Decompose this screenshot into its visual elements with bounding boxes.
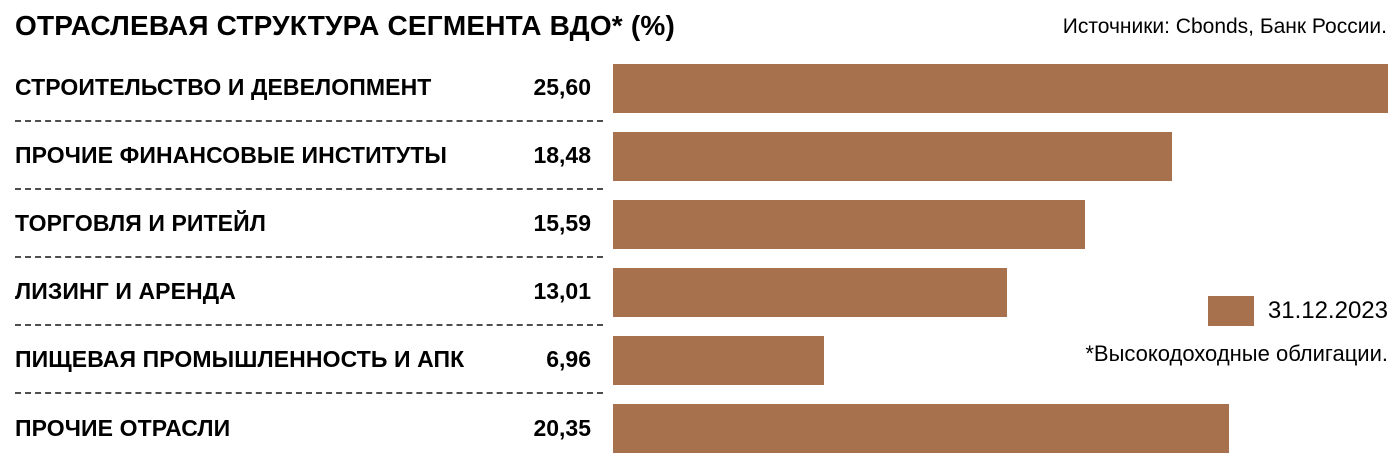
chart-rows: СТРОИТЕЛЬСТВО И ДЕВЕЛОПМЕНТ 25,60 ПРОЧИЕ Ф… [15, 54, 1388, 462]
legend: 31.12.2023 [1207, 296, 1388, 326]
bar [613, 63, 1388, 113]
legend-label: 31.12.2023 [1267, 297, 1388, 324]
category-label: ЛИЗИНГ И АРЕНДА [15, 277, 236, 304]
bar-area [603, 394, 1388, 462]
value-label: 13,01 [533, 277, 591, 304]
bar [613, 403, 1230, 453]
value-label: 20,35 [533, 414, 591, 441]
bar-area [603, 258, 1388, 326]
row-label-area: ПИЩЕВАЯ ПРОМЫШЛЕННОСТЬ И АПК 6,96 [15, 326, 603, 394]
chart-row: ПРОЧИЕ ОТРАСЛИ 20,35 [15, 394, 1388, 462]
category-label: ПРОЧИЕ ФИНАНСОВЫЕ ИНСТИТУТЫ [15, 141, 448, 168]
value-label: 25,60 [533, 73, 591, 100]
value-label: 15,59 [533, 209, 591, 236]
row-label-area: ЛИЗИНГ И АРЕНДА 13,01 [15, 258, 603, 326]
value-label: 6,96 [546, 345, 591, 372]
bar-area [603, 326, 1388, 394]
value-label: 18,48 [533, 141, 591, 168]
row-label-area: ПРОЧИЕ ФИНАНСОВЫЕ ИНСТИТУТЫ 18,48 [15, 122, 603, 190]
category-label: ПРОЧИЕ ОТРАСЛИ [15, 414, 231, 441]
category-label: СТРОИТЕЛЬСТВО И ДЕВЕЛОПМЕНТ [15, 73, 432, 100]
chart-row: СТРОИТЕЛЬСТВО И ДЕВЕЛОПМЕНТ 25,60 [15, 54, 1388, 122]
chart-row: ПРОЧИЕ ФИНАНСОВЫЕ ИНСТИТУТЫ 18,48 [15, 122, 1388, 190]
chart-row: ПИЩЕВАЯ ПРОМЫШЛЕННОСТЬ И АПК 6,96 [15, 326, 1388, 394]
bar-area [603, 54, 1388, 122]
bar [613, 131, 1173, 181]
chart-row: ТОРГОВЛЯ И РИТЕЙЛ 15,59 [15, 190, 1388, 258]
bar [613, 267, 1007, 317]
chart-header: ОТРАСЛЕВАЯ СТРУКТУРА СЕГМЕНТА ВДО* (%) И… [0, 0, 1395, 42]
legend-swatch [1207, 296, 1254, 326]
bar [613, 199, 1085, 249]
row-label-area: СТРОИТЕЛЬСТВО И ДЕВЕЛОПМЕНТ 25,60 [15, 54, 603, 122]
page-title: ОТРАСЛЕВАЯ СТРУКТУРА СЕГМЕНТА ВДО* (%) [15, 10, 676, 41]
footnote: *Высокодоходные облигации. [1085, 341, 1388, 366]
bar-area [603, 190, 1388, 258]
chart-row: ЛИЗИНГ И АРЕНДА 13,01 [15, 258, 1388, 326]
row-label-area: ПРОЧИЕ ОТРАСЛИ 20,35 [15, 394, 603, 462]
category-label: ПИЩЕВАЯ ПРОМЫШЛЕННОСТЬ И АПК [15, 345, 465, 372]
bar-area [603, 122, 1388, 190]
row-label-area: ТОРГОВЛЯ И РИТЕЙЛ 15,59 [15, 190, 603, 258]
bar [613, 335, 824, 385]
sources-note: Источники: Cbonds, Банк России. [1062, 15, 1387, 38]
category-label: ТОРГОВЛЯ И РИТЕЙЛ [15, 209, 266, 236]
